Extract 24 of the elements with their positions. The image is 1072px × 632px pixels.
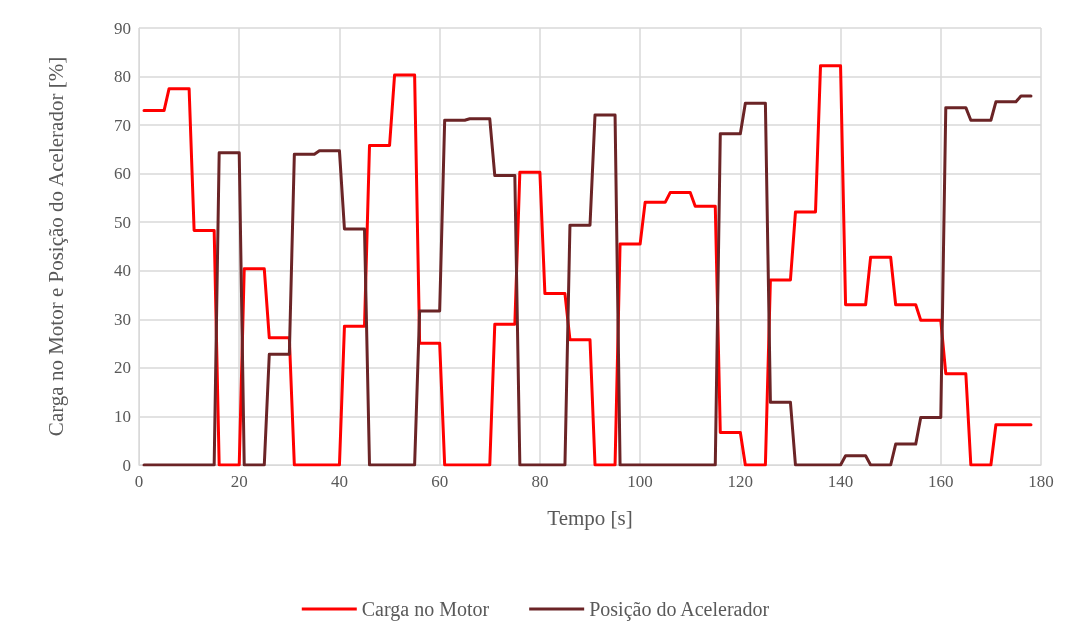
x-tick-label: 160 bbox=[928, 472, 954, 491]
legend-label: Posição do Acelerador bbox=[589, 598, 770, 621]
x-tick-label: 20 bbox=[230, 472, 248, 491]
y-tick-label: 0 bbox=[122, 455, 131, 475]
y-tick-label: 70 bbox=[114, 115, 131, 135]
y-tick-label: 60 bbox=[114, 164, 131, 184]
x-tick-label: 120 bbox=[727, 472, 754, 491]
x-tick-label: 60 bbox=[431, 472, 449, 491]
y-tick-label: 80 bbox=[114, 67, 131, 87]
y-tick-label: 10 bbox=[114, 406, 131, 426]
x-tick-label: 140 bbox=[827, 472, 854, 491]
y-axis-title: Carga no Motor e Posição do Acelerador [%] bbox=[44, 56, 68, 437]
y-tick-label: 20 bbox=[114, 358, 131, 378]
x-tick-label: 180 bbox=[1028, 472, 1054, 491]
x-tick-label: 0 bbox=[134, 472, 144, 491]
x-tick-label: 80 bbox=[531, 472, 549, 491]
x-tick-label: 40 bbox=[330, 472, 348, 491]
x-axis-title: Tempo [s] bbox=[547, 505, 633, 530]
y-tick-label: 40 bbox=[114, 261, 131, 281]
y-tick-label: 90 bbox=[114, 18, 131, 38]
y-tick-label: 30 bbox=[114, 309, 131, 329]
y-tick-label: 50 bbox=[114, 212, 131, 232]
x-tick-label: 100 bbox=[627, 472, 653, 491]
legend-label: Carga no Motor bbox=[361, 598, 490, 621]
